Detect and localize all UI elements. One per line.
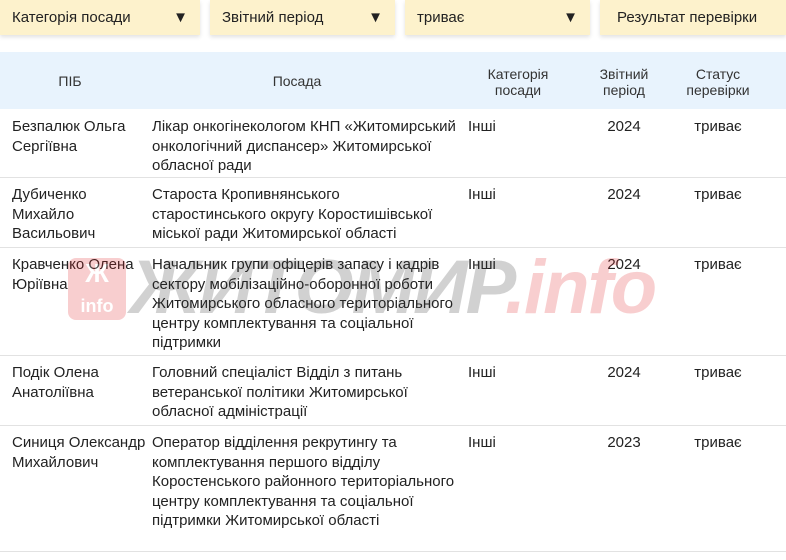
filter-label: триває [417, 9, 465, 26]
table-row: Подік Олена Анатоліївна Головний спеціалі… [0, 356, 786, 426]
cell-name: Подік Олена Анатоліївна [12, 364, 99, 401]
filter-bar: Категорія посади ▼ Звітний період ▼ триває… [0, 0, 786, 36]
table-header: ПІБ Посада Категорія посади Звітний пері… [0, 52, 786, 109]
cell-status: триває [694, 256, 742, 273]
cell-status: триває [694, 364, 742, 381]
cell-name: Синиця Олександр Михайлович [12, 434, 146, 471]
filter-result-dropdown[interactable]: Результат перевірки [600, 0, 786, 35]
filter-status-dropdown[interactable]: триває ▼ [405, 0, 590, 35]
filter-period-dropdown[interactable]: Звітний період ▼ [210, 0, 395, 35]
table-row: Синиця Олександр Михайлович Оператор відд… [0, 426, 786, 552]
table-row: Безпалюк Ольга Сергіївна Лікар онкогінеко… [0, 110, 786, 178]
header-category: Категорія посади [487, 66, 549, 98]
cell-name: Дубиченко Михайло Васильович [12, 186, 96, 242]
cell-period: 2023 [607, 434, 641, 451]
dropdown-arrow-icon: ▼ [563, 9, 578, 26]
cell-category: Інші [468, 364, 496, 381]
cell-category: Інші [468, 256, 496, 273]
dropdown-arrow-icon: ▼ [173, 9, 188, 26]
cell-status: триває [694, 434, 742, 451]
cell-period: 2024 [607, 118, 641, 135]
cell-name: Безпалюк Ольга Сергіївна [12, 118, 126, 155]
cell-category: Інші [468, 434, 496, 451]
cell-name: Кравченко Олена Юріївна [12, 256, 134, 293]
cell-period: 2024 [607, 364, 641, 381]
cell-position: Начальник групи офіцерів запасу і кадрів… [152, 256, 453, 351]
cell-period: 2024 [607, 186, 641, 203]
cell-position: Оператор відділення рекрутингу та компле… [152, 434, 455, 529]
cell-status: триває [694, 118, 742, 135]
filter-label: Звітний період [222, 9, 324, 26]
cell-status: триває [694, 186, 742, 203]
header-status: Статус перевірки [686, 66, 750, 98]
cell-position: Лікар онкогінекологом КНП «Житомирський … [152, 118, 456, 174]
filter-label: Результат перевірки [617, 9, 758, 26]
cell-position: Староста Кропивнянського старостинського… [152, 186, 433, 242]
header-position: Посада [272, 73, 322, 89]
filter-category-dropdown[interactable]: Категорія посади ▼ [0, 0, 200, 35]
table-row: Дубиченко Михайло Васильович Староста Кро… [0, 178, 786, 248]
cell-category: Інші [468, 118, 496, 135]
header-name: ПІБ [58, 73, 82, 89]
cell-position: Головний спеціаліст Відділ з питань вете… [152, 364, 408, 420]
dropdown-arrow-icon: ▼ [368, 9, 383, 26]
cell-category: Інші [468, 186, 496, 203]
cell-period: 2024 [607, 256, 641, 273]
table-row: Кравченко Олена Юріївна Начальник групи о… [0, 248, 786, 356]
header-period: Звітний період [599, 66, 649, 98]
filter-label: Категорія посади [12, 9, 131, 26]
